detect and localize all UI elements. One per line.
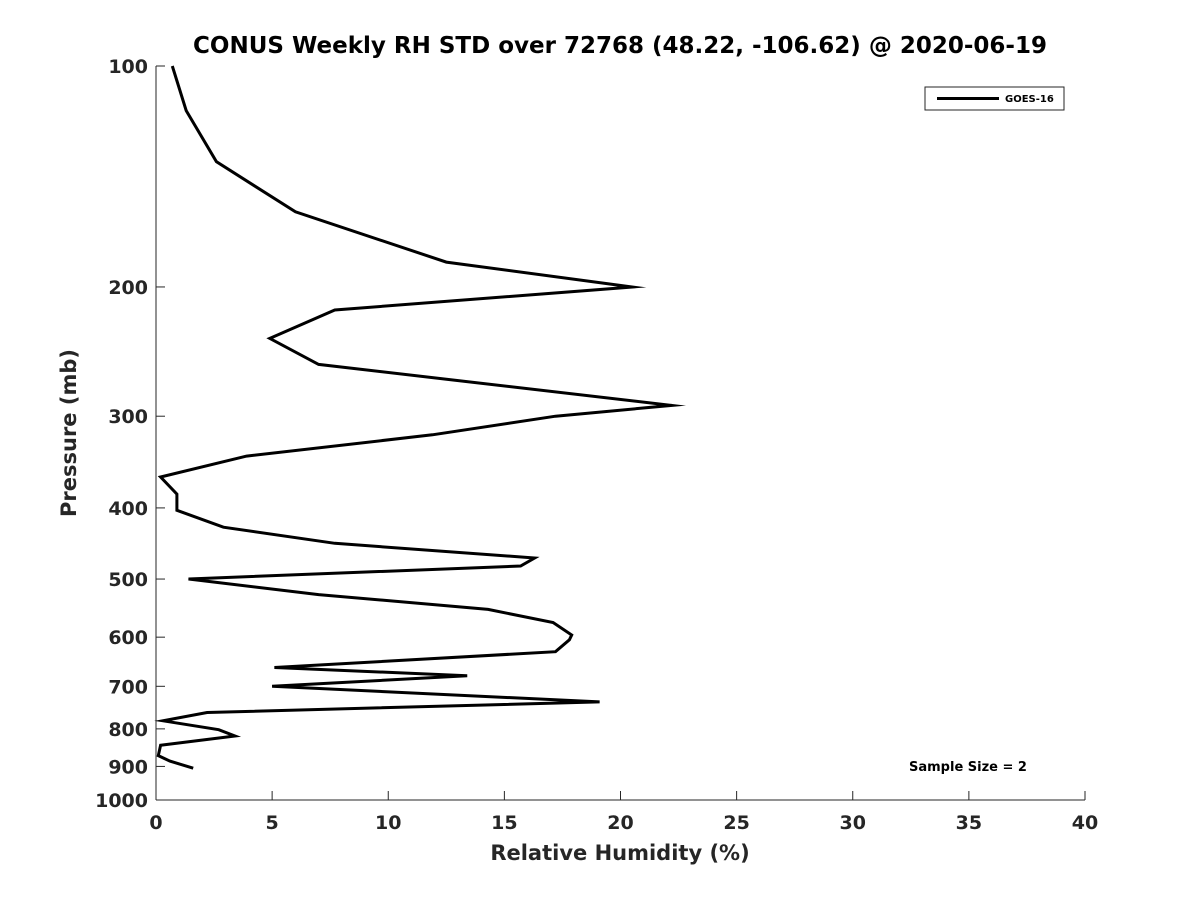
y-axis-label: Pressure (mb) xyxy=(57,349,81,517)
x-tick-label: 40 xyxy=(1072,812,1098,834)
y-tick-label: 200 xyxy=(108,277,148,299)
x-tick-label: 15 xyxy=(491,812,517,834)
y-tick-label: 400 xyxy=(108,498,148,520)
y-tick-label: 600 xyxy=(108,627,148,649)
y-tick-label: 100 xyxy=(108,56,148,78)
x-tick-label: 10 xyxy=(375,812,401,834)
y-tick-label: 800 xyxy=(108,719,148,741)
series-layer xyxy=(154,65,687,770)
series-line-goes-16 xyxy=(154,65,687,770)
legend: GOES-16 xyxy=(924,86,1065,111)
y-axis-ticks: 100 200 300 400 500 600 700 800 900 1000 xyxy=(95,56,165,812)
y-tick-label: 700 xyxy=(108,676,148,698)
x-tick-label: 20 xyxy=(607,812,633,834)
y-tick-label: 300 xyxy=(108,406,148,428)
x-tick-label: 35 xyxy=(956,812,982,834)
x-tick-label: 25 xyxy=(723,812,749,834)
x-axis-ticks: 0 5 10 15 20 25 30 35 40 xyxy=(149,791,1098,834)
y-tick-label: 1000 xyxy=(95,790,148,812)
x-tick-label: 5 xyxy=(266,812,279,834)
x-tick-label: 0 xyxy=(149,812,162,834)
sample-size-annotation: Sample Size = 2 xyxy=(909,760,1027,775)
legend-label-goes-16: GOES-16 xyxy=(1005,94,1054,105)
x-axis-label: Relative Humidity (%) xyxy=(490,841,749,865)
y-tick-label: 500 xyxy=(108,569,148,591)
chart-title: CONUS Weekly RH STD over 72768 (48.22, -… xyxy=(193,33,1047,59)
y-tick-label: 900 xyxy=(108,756,148,778)
x-tick-label: 30 xyxy=(840,812,866,834)
